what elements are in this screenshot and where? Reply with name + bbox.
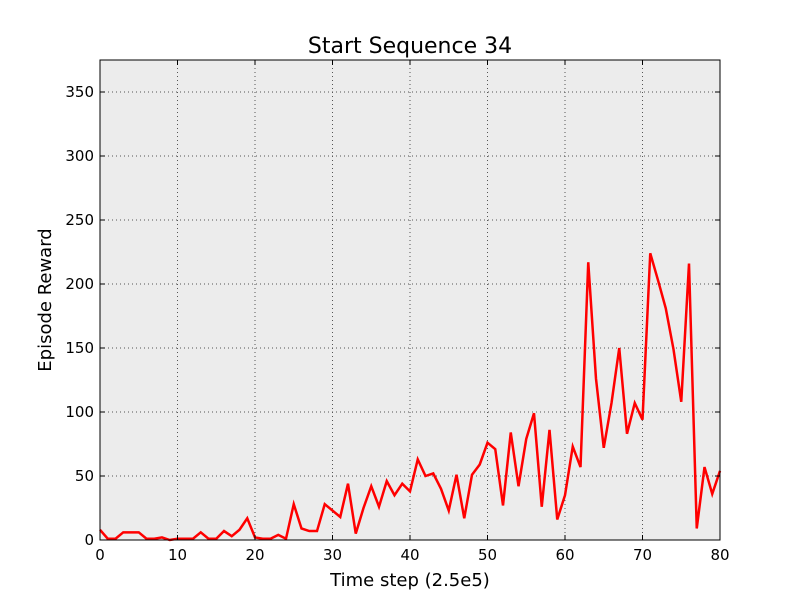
- x-tick-label: 20: [245, 546, 264, 564]
- y-tick-label: 200: [65, 275, 94, 293]
- y-tick-label: 300: [65, 147, 94, 165]
- chart-title: Start Sequence 34: [308, 34, 512, 59]
- series-line: [99, 252, 722, 542]
- x-axis-label: Time step (2.5e5): [329, 570, 490, 591]
- x-tick-label: 80: [710, 546, 729, 564]
- grid-lines: [99, 60, 721, 541]
- x-tick-label: 60: [555, 546, 574, 564]
- ticks: 0 10 20 30 40 50 60 70 80 0 50 100 150 200 250 300 350: [65, 60, 730, 564]
- x-tick-label: 40: [400, 546, 419, 564]
- y-tick-label: 250: [65, 211, 94, 229]
- x-tick-label: 10: [168, 546, 187, 564]
- x-tick-label: 70: [633, 546, 652, 564]
- y-axis-label: Episode Reward: [35, 228, 56, 371]
- y-tick-label: 150: [65, 339, 94, 357]
- x-tick-label: 30: [323, 546, 342, 564]
- y-tick-label: 0: [84, 531, 94, 549]
- y-tick-label: 100: [65, 403, 94, 421]
- y-tick-label: 350: [65, 83, 94, 101]
- y-tick-label: 50: [75, 467, 94, 485]
- x-tick-label: 50: [478, 546, 497, 564]
- x-tick-label: 0: [95, 546, 105, 564]
- series-layer: [99, 252, 722, 542]
